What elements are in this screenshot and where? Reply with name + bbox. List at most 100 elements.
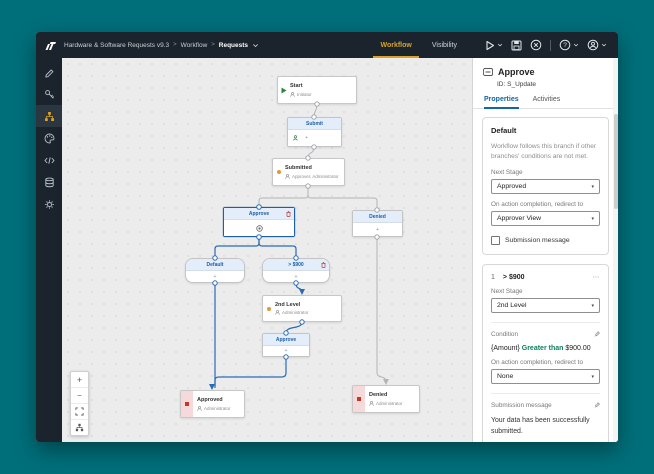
panel-scroll-area[interactable]: Default Workflow follows this branch if …: [473, 109, 618, 442]
status-dot-icon: [267, 306, 271, 311]
sidebar-item-workflow[interactable]: [36, 105, 62, 127]
next-stage-label: Next Stage: [491, 169, 523, 177]
breadcrumb-item-requests[interactable]: Requests: [218, 41, 249, 49]
chevron-down-icon: [601, 43, 607, 47]
person-icon: [369, 400, 374, 406]
add-icon: [376, 227, 379, 233]
node-submitted[interactable]: Submitted Approver, Administrator: [272, 158, 345, 186]
auto-layout-button[interactable]: [71, 420, 88, 435]
node-second-level[interactable]: 2nd Level Administrator: [262, 295, 342, 322]
edit-condition-icon[interactable]: [594, 330, 600, 339]
person-icon: [290, 91, 295, 97]
sidebar-item-theme[interactable]: [36, 127, 62, 149]
person-icon: [285, 173, 290, 179]
save-button[interactable]: [511, 40, 522, 51]
workflow-canvas[interactable]: Start Initiator Submit Submitted: [62, 58, 472, 442]
node-over900-branch[interactable]: > $900: [262, 258, 330, 283]
help-button[interactable]: ?: [559, 39, 579, 51]
submission-message-label: Submission message: [491, 402, 552, 410]
app-window: Hardware & Software Requests v9.3 > Work…: [36, 32, 618, 442]
node-approve-selected[interactable]: Approve: [223, 207, 295, 237]
chevron-down-icon: [573, 43, 579, 47]
node-title: Denied: [369, 392, 388, 399]
node-assignee: Administrator: [376, 400, 403, 406]
start-icon: [278, 77, 290, 103]
node-assignee: Initiator: [297, 91, 312, 97]
assign-icon: [293, 135, 298, 141]
stop-icon: [357, 397, 361, 401]
layout-tree-icon: [75, 423, 84, 432]
sidebar-item-edit[interactable]: [36, 61, 62, 83]
node-title: Default: [206, 261, 224, 268]
tab-properties[interactable]: Properties: [484, 93, 519, 109]
stop-icon: [185, 402, 189, 406]
breadcrumb-item-workflow[interactable]: Workflow: [180, 41, 208, 49]
sidebar-item-settings[interactable]: [36, 193, 62, 215]
default-branch-card: Default Workflow follows this branch if …: [482, 117, 609, 256]
add-icon: [305, 135, 308, 141]
node-denied-branch[interactable]: Denied: [352, 210, 403, 237]
node-title: Denied: [369, 213, 386, 220]
tab-visibility[interactable]: Visibility: [431, 41, 457, 49]
node-assignee: Administrator: [204, 405, 231, 411]
next-stage-select[interactable]: Approved ▾: [491, 179, 600, 195]
breadcrumb: Hardware & Software Requests v9.3 > Work…: [64, 42, 259, 49]
node-approve2[interactable]: Approve: [262, 333, 310, 357]
panel-title: Approve: [498, 67, 535, 77]
condition-label: Condition: [491, 331, 519, 339]
add-icon: [284, 348, 287, 354]
breadcrumb-item-process[interactable]: Hardware & Software Requests v9.3: [64, 41, 170, 49]
play-button[interactable]: [485, 40, 503, 51]
node-title: Submit: [306, 120, 323, 127]
fit-screen-button[interactable]: [71, 404, 88, 420]
submission-message-text: Your data has been successfully submitte…: [491, 417, 590, 436]
branch-description: Workflow follows this branch if other br…: [491, 143, 597, 161]
left-toolbar: [36, 58, 62, 442]
panel-scrollbar[interactable]: [613, 58, 618, 442]
target-icon: [255, 224, 263, 232]
next-stage-select[interactable]: 2nd Level ▾: [491, 298, 600, 314]
sidebar-item-database[interactable]: [36, 171, 62, 193]
redirect-select[interactable]: None ▾: [491, 369, 600, 385]
node-title: Approve: [275, 336, 297, 343]
node-default-branch[interactable]: Default: [185, 258, 245, 283]
edit-message-icon[interactable]: [594, 401, 600, 410]
account-button[interactable]: [587, 39, 607, 51]
node-approved-end[interactable]: Approved Administrator: [180, 390, 245, 418]
chevron-down-icon: ▾: [591, 373, 594, 380]
sidebar-item-variables[interactable]: [36, 83, 62, 105]
delete-icon[interactable]: [286, 210, 291, 217]
redirect-select[interactable]: Approver View ▾: [491, 211, 600, 227]
zoom-in-button[interactable]: [71, 372, 88, 388]
status-dot-icon: [277, 170, 281, 174]
node-title: Start: [290, 83, 303, 90]
properties-panel: Approve ID: S_Update Properties Activiti…: [472, 58, 618, 442]
canvas-zoom-toolbar: [70, 371, 89, 436]
tab-activities[interactable]: Activities: [532, 96, 561, 103]
svg-text:?: ?: [563, 42, 567, 49]
overflow-menu-icon[interactable]: [593, 273, 601, 281]
close-button[interactable]: [530, 39, 542, 51]
sidebar-item-code[interactable]: [36, 149, 62, 171]
pencil-icon: [44, 69, 53, 78]
submission-message-checkbox[interactable]: [491, 236, 500, 246]
delete-icon[interactable]: [321, 261, 326, 268]
fit-screen-icon: [75, 407, 84, 416]
node-submit[interactable]: Submit: [287, 117, 342, 147]
node-start[interactable]: Start Initiator: [277, 76, 357, 104]
node-denied-end[interactable]: Denied Administrator: [352, 385, 420, 413]
app-body: Start Initiator Submit Submitted: [36, 58, 618, 442]
key-icon: [44, 89, 54, 99]
zoom-out-button[interactable]: [71, 388, 88, 404]
node-title: Approved: [197, 397, 223, 404]
redirect-label: On action completion, redirect to: [491, 359, 583, 367]
chevron-down-icon: ▾: [591, 183, 594, 190]
chevron-down-icon[interactable]: [252, 42, 259, 49]
checkbox-label: Submission message: [505, 237, 570, 245]
person-icon: [197, 405, 202, 411]
tab-workflow[interactable]: Workflow: [370, 32, 421, 58]
view-tabs: Workflow Visibility: [370, 32, 467, 58]
next-stage-label: Next Stage: [491, 288, 523, 296]
toolbar-divider: [550, 39, 551, 51]
